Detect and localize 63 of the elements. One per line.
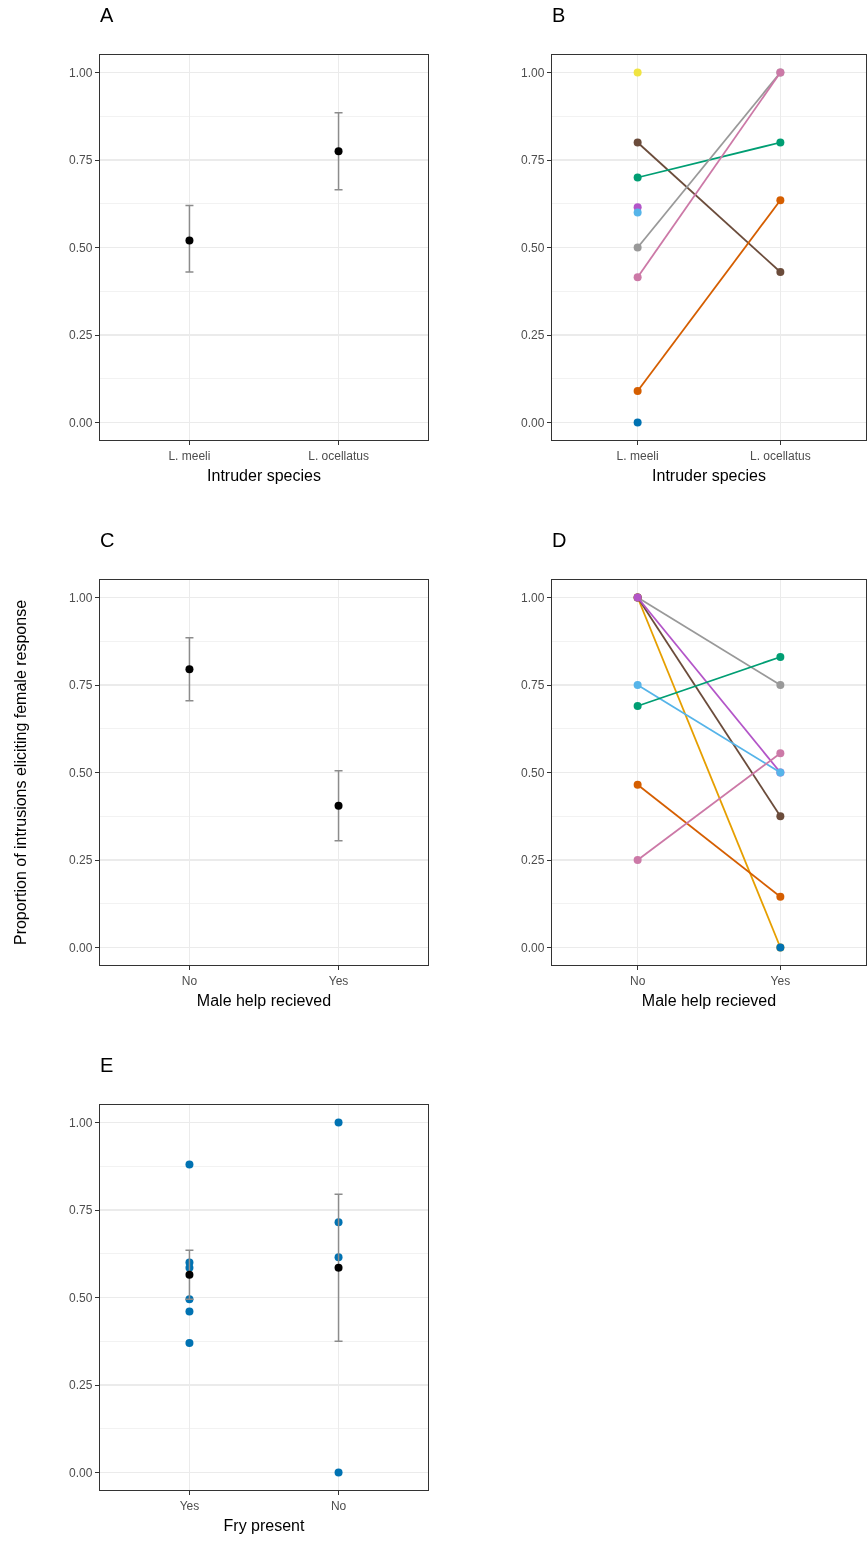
y-tick-label: 0.25: [69, 853, 93, 868]
y-axis-title: Proportion of intrusions eliciting female response: [12, 599, 30, 946]
x-tick-label: L. ocellatus: [308, 448, 369, 463]
point: [633, 273, 642, 282]
x-tick-label: Yes: [328, 973, 349, 988]
point: [633, 702, 642, 710]
x-tick-label: L. ocellatus: [750, 448, 811, 463]
point: [633, 387, 642, 395]
y-tick-label: 0.75: [69, 153, 93, 168]
chart-title: C: [100, 528, 115, 551]
x-axis-title: Male help recieved: [641, 992, 777, 1010]
y-tick-label: 0.75: [521, 153, 545, 168]
x-axis-title: Intruder species: [652, 467, 766, 485]
y-tick-label: 0.00: [69, 1465, 93, 1480]
y-tick-label: 0.25: [69, 1378, 93, 1393]
x-axis-title: Male help recieved: [196, 992, 332, 1010]
x-tick-label: L. meeli: [168, 448, 211, 463]
y-tick-label: 0.50: [521, 240, 545, 255]
chart-title: A: [100, 3, 114, 26]
y-tick-label: 1.00: [69, 65, 93, 80]
y-tick-label: 0.50: [521, 765, 545, 780]
point: [633, 243, 642, 252]
point: [776, 268, 785, 276]
y-tick-label: 0.50: [69, 240, 93, 255]
x-tick-label: L. meeli: [616, 448, 659, 463]
point: [776, 196, 785, 205]
point: [776, 892, 785, 901]
y-tick-label: 0.50: [69, 1290, 93, 1305]
x-axis-title: Intruder species: [207, 467, 321, 485]
point: [633, 681, 642, 689]
chart-title: B: [552, 3, 566, 26]
point: [633, 856, 642, 864]
y-tick-label: 0.25: [69, 328, 93, 343]
point: [776, 749, 785, 758]
y-tick-label: 0.25: [521, 328, 545, 343]
y-tick-label: 0.75: [521, 678, 545, 693]
x-tick-label: No: [629, 973, 646, 988]
point: [776, 653, 785, 661]
point: [633, 138, 642, 147]
point: [633, 780, 642, 789]
y-tick-label: 1.00: [521, 590, 545, 605]
y-tick-label: 0.25: [521, 853, 545, 868]
y-tick-label: 1.00: [69, 1115, 93, 1130]
y-tick-label: 0.75: [69, 1203, 93, 1218]
y-tick-label: 0.50: [69, 765, 93, 780]
chart-title: D: [552, 528, 567, 551]
point: [776, 812, 785, 821]
chart-title: E: [100, 1053, 114, 1076]
x-tick-label: No: [181, 973, 198, 988]
x-tick-label: Yes: [770, 973, 791, 988]
y-tick-label: 0.00: [521, 940, 545, 955]
x-tick-label: No: [330, 1498, 347, 1513]
y-tick-label: 1.00: [69, 590, 93, 605]
point: [776, 681, 785, 689]
x-tick-label: Yes: [179, 1498, 200, 1513]
y-tick-label: 0.75: [69, 678, 93, 693]
point: [776, 138, 785, 147]
x-axis-title: Fry present: [223, 1517, 306, 1535]
y-tick-label: 0.00: [69, 415, 93, 430]
point: [633, 173, 642, 182]
y-tick-label: 0.00: [69, 940, 93, 955]
y-tick-label: 1.00: [521, 65, 545, 80]
y-tick-label: 0.00: [521, 415, 545, 430]
